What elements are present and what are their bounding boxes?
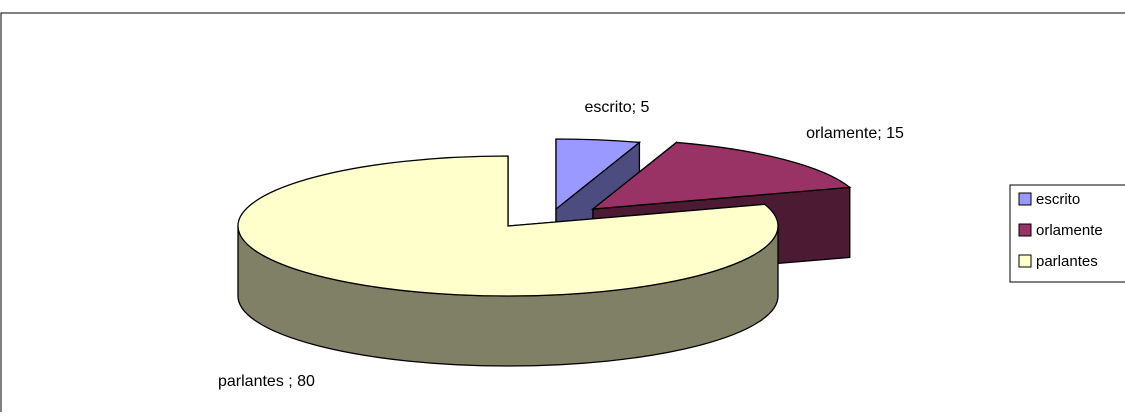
- legend-swatch-escrito: [1018, 192, 1032, 206]
- legend-label-orlamente: orlamente: [1036, 222, 1103, 239]
- data-label-parlantes: parlantes ; 80: [218, 373, 315, 390]
- slice-top-face: [237, 155, 779, 297]
- slice-top-face: [590, 141, 852, 210]
- legend-label-escrito: escrito: [1036, 191, 1080, 208]
- legend-swatch-orlamente: [1018, 223, 1032, 237]
- legend: escrito orlamente parlantes: [1009, 184, 1125, 283]
- slice-top-face: [555, 138, 642, 211]
- legend-label-parlantes: parlantes: [1036, 253, 1098, 270]
- data-label-group: escrito; 5 orlamente; 15 parlantes ; 80: [218, 99, 904, 390]
- legend-swatch-parlantes: [1018, 254, 1032, 268]
- data-label-orlamente: orlamente; 15: [806, 125, 904, 142]
- pie-group: [237, 138, 852, 367]
- data-label-escrito: escrito; 5: [585, 99, 650, 116]
- slice-parlantes: [237, 155, 779, 367]
